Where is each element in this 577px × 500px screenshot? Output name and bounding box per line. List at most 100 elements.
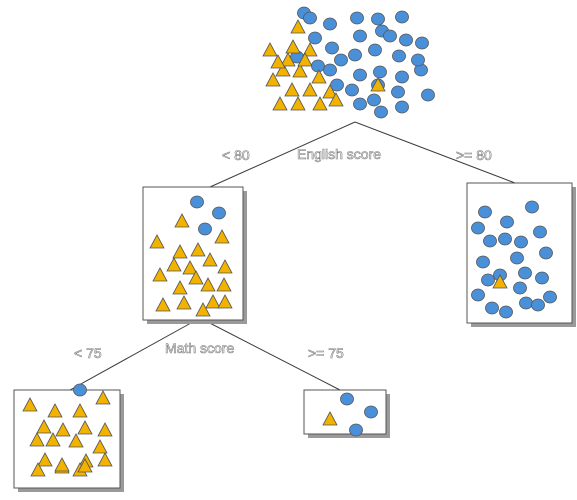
triangle-marker	[217, 259, 233, 274]
triangle-marker	[302, 42, 318, 57]
circle-marker	[308, 31, 322, 45]
triangle-marker	[275, 62, 291, 77]
triangle-marker	[152, 267, 168, 282]
circle-marker	[190, 195, 204, 209]
circle-marker	[514, 235, 528, 249]
triangle-marker	[202, 252, 218, 267]
english-right-label: >= 80	[456, 147, 492, 163]
edge-root-left	[209, 121, 356, 188]
english-split-feature: English score	[297, 146, 381, 162]
triangle-marker	[290, 19, 306, 34]
circle-marker	[519, 296, 533, 310]
circle-marker	[395, 100, 409, 114]
circle-marker	[510, 251, 524, 265]
circle-marker	[323, 17, 337, 31]
triangle-marker	[205, 294, 221, 309]
math-right-label: >= 75	[308, 345, 344, 361]
root-node-shapes	[262, 6, 435, 119]
circle-marker	[533, 225, 547, 239]
edge-root-right	[354, 121, 516, 184]
triangle-marker	[55, 422, 71, 437]
triangle-marker	[262, 42, 278, 57]
circle-marker	[421, 88, 435, 102]
triangle-marker	[166, 257, 182, 272]
circle-marker	[349, 423, 363, 437]
triangle-marker	[22, 397, 38, 412]
circle-marker	[367, 93, 381, 107]
circle-marker	[485, 301, 499, 315]
triangle-marker	[370, 77, 386, 92]
circle-marker	[531, 298, 545, 312]
triangle-marker	[302, 82, 318, 97]
circle-marker	[391, 85, 405, 99]
triangle-marker	[45, 432, 61, 447]
triangle-marker	[149, 234, 165, 249]
triangle-marker	[322, 411, 338, 426]
circle-marker	[513, 281, 527, 295]
circle-marker	[371, 12, 385, 26]
circle-marker	[481, 273, 495, 287]
triangle-marker	[265, 72, 281, 87]
circle-marker	[539, 246, 553, 260]
triangle-marker	[155, 297, 171, 312]
circle-marker	[383, 29, 397, 43]
math-high-node-shapes	[322, 392, 378, 437]
circle-marker	[198, 222, 212, 236]
circle-marker	[525, 200, 539, 214]
triangle-marker	[216, 277, 232, 292]
circle-marker	[303, 11, 317, 25]
edge-mid-right	[199, 317, 341, 391]
edge-mid-left	[69, 317, 201, 391]
triangle-marker	[492, 274, 508, 289]
circle-marker	[483, 234, 497, 248]
circle-marker	[350, 11, 364, 25]
math-low-node-shapes	[22, 383, 113, 477]
circle-marker	[73, 383, 87, 397]
circle-marker	[353, 97, 367, 111]
circle-marker	[535, 271, 549, 285]
triangle-marker	[176, 295, 192, 310]
math-left-label: < 75	[74, 345, 102, 361]
triangle-marker	[47, 403, 63, 418]
circle-marker	[543, 290, 557, 304]
circle-marker	[325, 41, 339, 55]
triangle-marker	[68, 433, 84, 448]
triangle-marker	[92, 439, 108, 454]
circle-marker	[334, 53, 348, 67]
circle-marker	[500, 215, 514, 229]
triangle-marker	[322, 84, 338, 99]
circle-marker	[373, 65, 387, 79]
circle-marker	[364, 405, 378, 419]
triangle-marker	[297, 52, 313, 67]
triangle-marker	[284, 82, 300, 97]
english-low-node-shapes	[149, 195, 233, 317]
circle-marker	[323, 63, 337, 77]
triangle-marker	[54, 457, 70, 472]
triangle-marker	[195, 302, 211, 317]
circle-marker	[353, 68, 367, 82]
triangle-marker	[270, 54, 286, 69]
circle-marker	[345, 83, 359, 97]
circle-marker	[395, 70, 409, 84]
triangle-marker	[172, 244, 188, 259]
circle-marker	[471, 221, 485, 235]
triangle-marker	[182, 260, 198, 275]
triangle-marker	[95, 390, 111, 405]
triangle-marker	[77, 420, 93, 435]
triangle-marker	[77, 458, 93, 473]
triangle-marker	[30, 462, 46, 477]
triangle-marker	[217, 294, 233, 309]
triangle-marker	[36, 419, 52, 434]
triangle-marker	[311, 69, 327, 84]
triangle-marker	[280, 52, 296, 67]
triangle-marker	[97, 452, 113, 467]
english-high-node-shapes	[471, 200, 557, 319]
triangle-marker	[72, 403, 88, 418]
circle-marker	[499, 305, 513, 319]
circle-marker	[311, 59, 325, 73]
triangle-marker	[272, 96, 288, 111]
circle-marker	[415, 36, 429, 50]
circle-marker	[348, 48, 362, 62]
circle-marker	[392, 49, 406, 63]
triangle-marker	[190, 242, 206, 257]
